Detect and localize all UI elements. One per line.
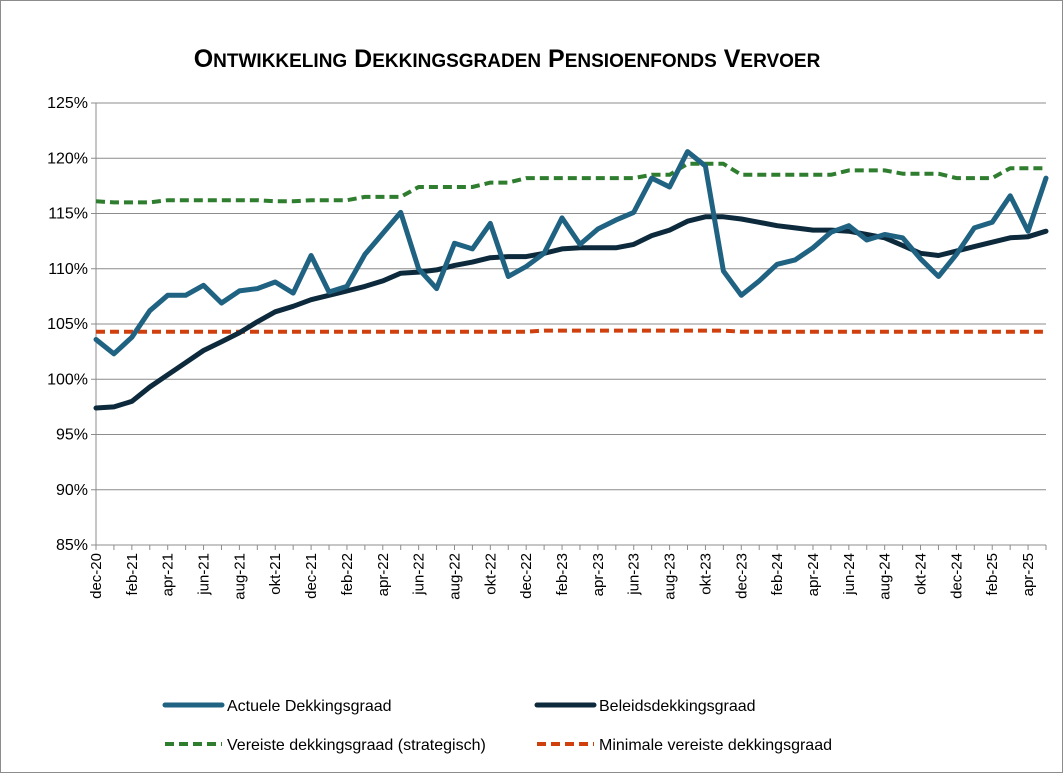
x-tick-label: apr-24 [805,553,822,596]
y-tick-label: 95% [56,427,88,444]
x-tick-label: okt-21 [267,553,284,595]
x-axis-ticks: dec-20 feb-21 apr-21 jun-21 aug-21 okt-21 dec-… [88,545,1047,600]
series-lines [93,149,1049,411]
x-tick-label: aug-22 [446,553,463,600]
x-tick-label: aug-21 [231,553,248,600]
x-tick-label: aug-24 [877,553,894,600]
y-tick-label: 125% [47,95,88,112]
x-tick-label: jun-22 [411,553,428,596]
x-tick-label: apr-25 [1020,553,1037,596]
x-tick-label: apr-23 [590,553,607,596]
y-axis-ticks: 85% 90% 95% 100% 105% 110% 115% 120% 125% [47,95,96,554]
y-tick-label: 85% [56,537,88,554]
x-tick-label: aug-23 [662,553,679,600]
x-tick-label: okt-24 [913,553,930,595]
y-tick-label: 100% [47,371,88,388]
series-line-3 [96,328,1046,334]
y-tick-label: 120% [47,150,88,167]
y-tick-label: 105% [47,316,88,333]
x-tick-label: okt-22 [482,553,499,595]
x-tick-label: dec-22 [518,553,535,599]
x-tick-label: jun-23 [626,553,643,596]
x-tick-label: jun-24 [841,553,858,596]
legend-label: Actuele Dekkingsgraad [227,698,392,715]
x-tick-label: dec-24 [948,553,965,599]
y-tick-label: 110% [48,261,88,278]
legend: Actuele Dekkingsgraad Beleidsdekkingsgraa… [162,698,832,754]
series-line-2 [95,161,1046,205]
x-tick-label: okt-23 [697,553,714,595]
x-tick-label: dec-20 [88,553,105,599]
series-line-0 [93,149,1049,357]
legend-label: Beleidsdekkingsgraad [599,698,756,715]
gridlines [96,102,1046,491]
legend-label: Minimale vereiste dekkingsgraad [599,737,832,754]
x-tick-label: apr-21 [160,553,177,596]
series-line-1 [93,214,1049,411]
x-tick-label: feb-24 [769,553,786,596]
legend-label: Vereiste dekkingsgraad (strategisch) [227,737,486,754]
x-tick-label: jun-21 [196,553,213,596]
x-tick-label: feb-22 [339,553,356,596]
y-tick-label: 115% [48,206,88,223]
x-tick-label: feb-23 [554,553,571,596]
chart-title: ONTWIKKELING DEKKINGSGRADEN PENSIOENFOND… [194,45,821,73]
x-tick-label: feb-21 [124,553,141,596]
y-tick-label: 90% [56,482,88,499]
x-tick-label: dec-21 [303,553,320,599]
x-tick-label: apr-22 [375,553,392,596]
x-tick-label: dec-23 [733,553,750,599]
x-tick-label: feb-25 [984,553,1001,596]
